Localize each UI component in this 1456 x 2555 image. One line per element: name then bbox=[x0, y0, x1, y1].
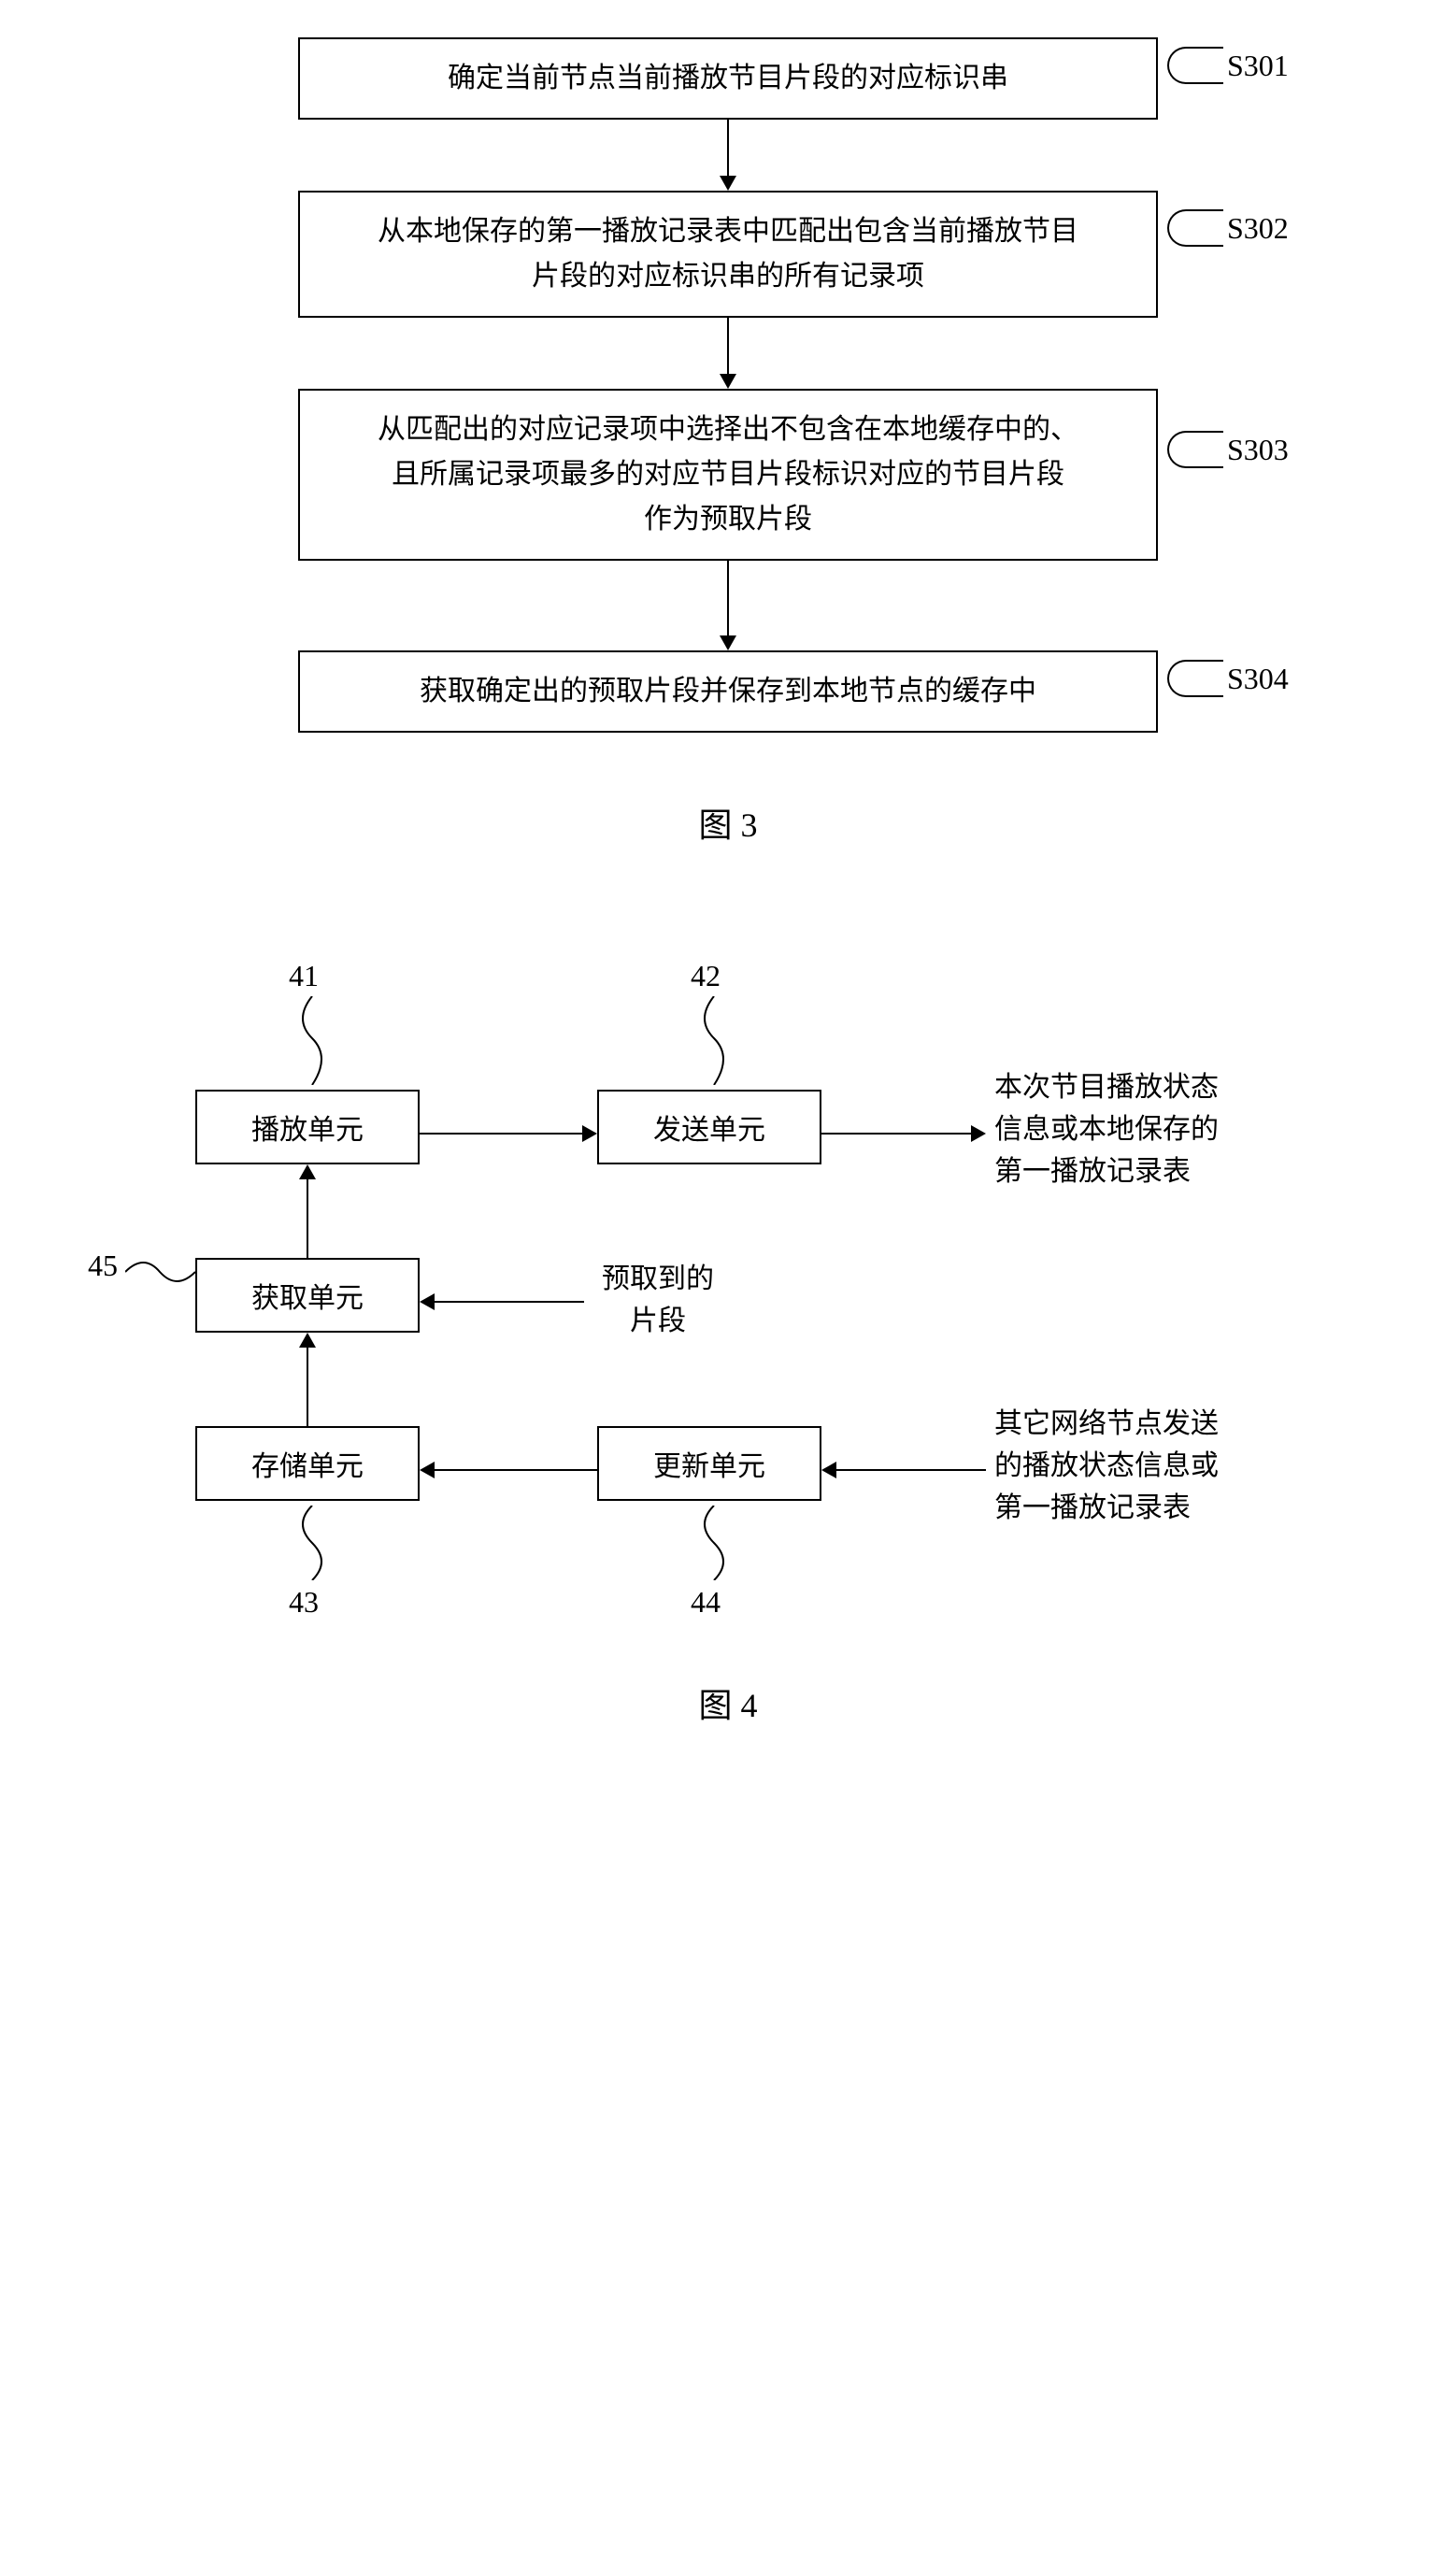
flow-step-text: 获取确定出的预取片段并保存到本地节点的缓存中 bbox=[420, 669, 1036, 714]
squiggle-icon bbox=[125, 1258, 195, 1286]
squiggle-icon bbox=[700, 1506, 728, 1580]
flow-step-label: S302 bbox=[1167, 209, 1289, 247]
flow-step-label-text: S301 bbox=[1227, 49, 1289, 83]
label-connector bbox=[1167, 209, 1223, 247]
flow-step-label: S303 bbox=[1167, 431, 1289, 468]
flow-step-text: 从匹配出的对应记录项中选择出不包含在本地缓存中的、 且所属记录项最多的对应节目片… bbox=[378, 407, 1078, 542]
squiggle-icon bbox=[298, 996, 326, 1085]
unit-play: 播放单元 bbox=[195, 1090, 420, 1164]
arrow-left bbox=[420, 1293, 584, 1310]
unit-store: 存储单元 bbox=[195, 1426, 420, 1501]
arrow-up bbox=[299, 1333, 316, 1426]
unit-send: 发送单元 bbox=[597, 1090, 821, 1164]
flow-step-box: 从匹配出的对应记录项中选择出不包含在本地缓存中的、 且所属记录项最多的对应节目片… bbox=[298, 389, 1158, 561]
flow-step-row: 从匹配出的对应记录项中选择出不包含在本地缓存中的、 且所属记录项最多的对应节目片… bbox=[56, 389, 1400, 561]
flow-step-label-text: S304 bbox=[1227, 662, 1289, 696]
squiggle-icon bbox=[700, 996, 728, 1085]
unit-label: 播放单元 bbox=[251, 1106, 364, 1148]
label-connector bbox=[1167, 431, 1223, 468]
block-diagram: 播放单元 41 发送单元 42 获取单元 45 存储单元 43 更新单元 bbox=[74, 959, 1382, 1613]
side-text-acquire-in: 预取到的 片段 bbox=[602, 1258, 714, 1342]
flow-step-text: 从本地保存的第一播放记录表中匹配出包含当前播放节目 片段的对应标识串的所有记录项 bbox=[378, 209, 1078, 299]
arrow-up bbox=[299, 1164, 316, 1258]
unit-acquire: 获取单元 bbox=[195, 1258, 420, 1333]
flow-step-box: 获取确定出的预取片段并保存到本地节点的缓存中 bbox=[298, 650, 1158, 733]
flow-step-row: 从本地保存的第一播放记录表中匹配出包含当前播放节目 片段的对应标识串的所有记录项… bbox=[56, 191, 1400, 318]
unit-label: 发送单元 bbox=[653, 1106, 765, 1148]
unit-num: 44 bbox=[691, 1585, 721, 1620]
arrow-down bbox=[720, 120, 736, 191]
arrow-down bbox=[720, 561, 736, 650]
flow-step-row: 获取确定出的预取片段并保存到本地节点的缓存中 S304 bbox=[56, 650, 1400, 733]
figure-caption: 图 3 bbox=[698, 798, 757, 847]
unit-num: 41 bbox=[289, 959, 319, 993]
flow-step-label: S301 bbox=[1167, 47, 1289, 84]
arrow-left bbox=[821, 1462, 986, 1478]
unit-label: 存储单元 bbox=[251, 1443, 364, 1484]
label-connector bbox=[1167, 660, 1223, 697]
flow-step-box: 确定当前节点当前播放节目片段的对应标识串 bbox=[298, 37, 1158, 120]
unit-label: 更新单元 bbox=[653, 1443, 765, 1484]
arrow-down bbox=[720, 318, 736, 389]
flow-step-text: 确定当前节点当前播放节目片段的对应标识串 bbox=[448, 56, 1008, 101]
flow-step-label: S304 bbox=[1167, 660, 1289, 697]
flow-step-box: 从本地保存的第一播放记录表中匹配出包含当前播放节目 片段的对应标识串的所有记录项 bbox=[298, 191, 1158, 318]
arrow-right bbox=[821, 1125, 986, 1142]
squiggle-icon bbox=[298, 1506, 326, 1580]
figure-caption: 图 4 bbox=[698, 1678, 757, 1727]
unit-label: 获取单元 bbox=[251, 1275, 364, 1316]
label-connector bbox=[1167, 47, 1223, 84]
flow-step-row: 确定当前节点当前播放节目片段的对应标识串 S301 bbox=[56, 37, 1400, 120]
unit-num: 43 bbox=[289, 1585, 319, 1620]
arrow-right bbox=[420, 1125, 597, 1142]
side-text-update-in: 其它网络节点发送 的播放状态信息或 第一播放记录表 bbox=[994, 1403, 1219, 1529]
figure-4: 播放单元 41 发送单元 42 获取单元 45 存储单元 43 更新单元 bbox=[56, 959, 1400, 1727]
unit-num: 42 bbox=[691, 959, 721, 993]
side-text-send-out: 本次节目播放状态 信息或本地保存的 第一播放记录表 bbox=[994, 1066, 1219, 1192]
unit-num: 45 bbox=[88, 1249, 118, 1283]
flow-step-label-text: S303 bbox=[1227, 433, 1289, 467]
unit-update: 更新单元 bbox=[597, 1426, 821, 1501]
flow-step-label-text: S302 bbox=[1227, 211, 1289, 246]
arrow-left bbox=[420, 1462, 597, 1478]
figure-3: 确定当前节点当前播放节目片段的对应标识串 S301 从本地保存的第一播放记录表中… bbox=[56, 37, 1400, 847]
